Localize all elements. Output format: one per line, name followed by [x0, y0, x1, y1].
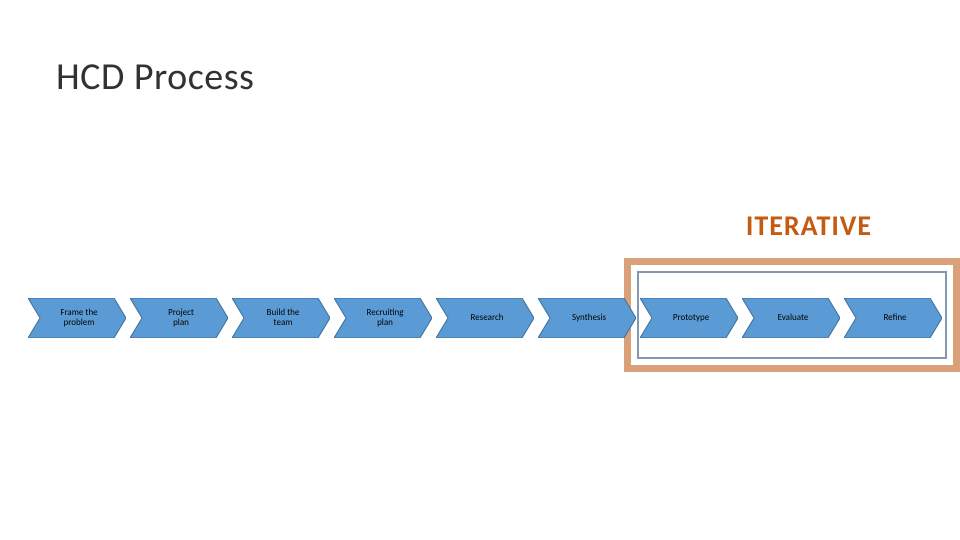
process-step: Synthesis	[538, 298, 636, 338]
process-step: Prototype	[640, 298, 738, 338]
slide: HCD Process ITERATIVE Frame theproblemPr…	[0, 0, 960, 540]
process-step-label: Build theteam	[232, 298, 330, 338]
process-step-label: Projectplan	[130, 298, 228, 338]
process-step-label: Research	[436, 298, 534, 338]
process-step-label: Synthesis	[538, 298, 636, 338]
process-step: Build theteam	[232, 298, 330, 338]
process-step-label: Frame theproblem	[28, 298, 126, 338]
process-step: Projectplan	[130, 298, 228, 338]
process-step: Refine	[844, 298, 942, 338]
process-step-label: Prototype	[640, 298, 738, 338]
process-step: Frame theproblem	[28, 298, 126, 338]
process-step: Recruitingplan	[334, 298, 432, 338]
process-step: Research	[436, 298, 534, 338]
process-step-label: Recruitingplan	[334, 298, 432, 338]
process-step: Evaluate	[742, 298, 840, 338]
process-chevron-row: Frame theproblemProjectplanBuild theteam…	[28, 298, 948, 338]
process-step-label: Evaluate	[742, 298, 840, 338]
process-step-label: Refine	[844, 298, 942, 338]
slide-title: HCD Process	[56, 54, 254, 100]
iterative-label: ITERATIVE	[746, 208, 872, 243]
